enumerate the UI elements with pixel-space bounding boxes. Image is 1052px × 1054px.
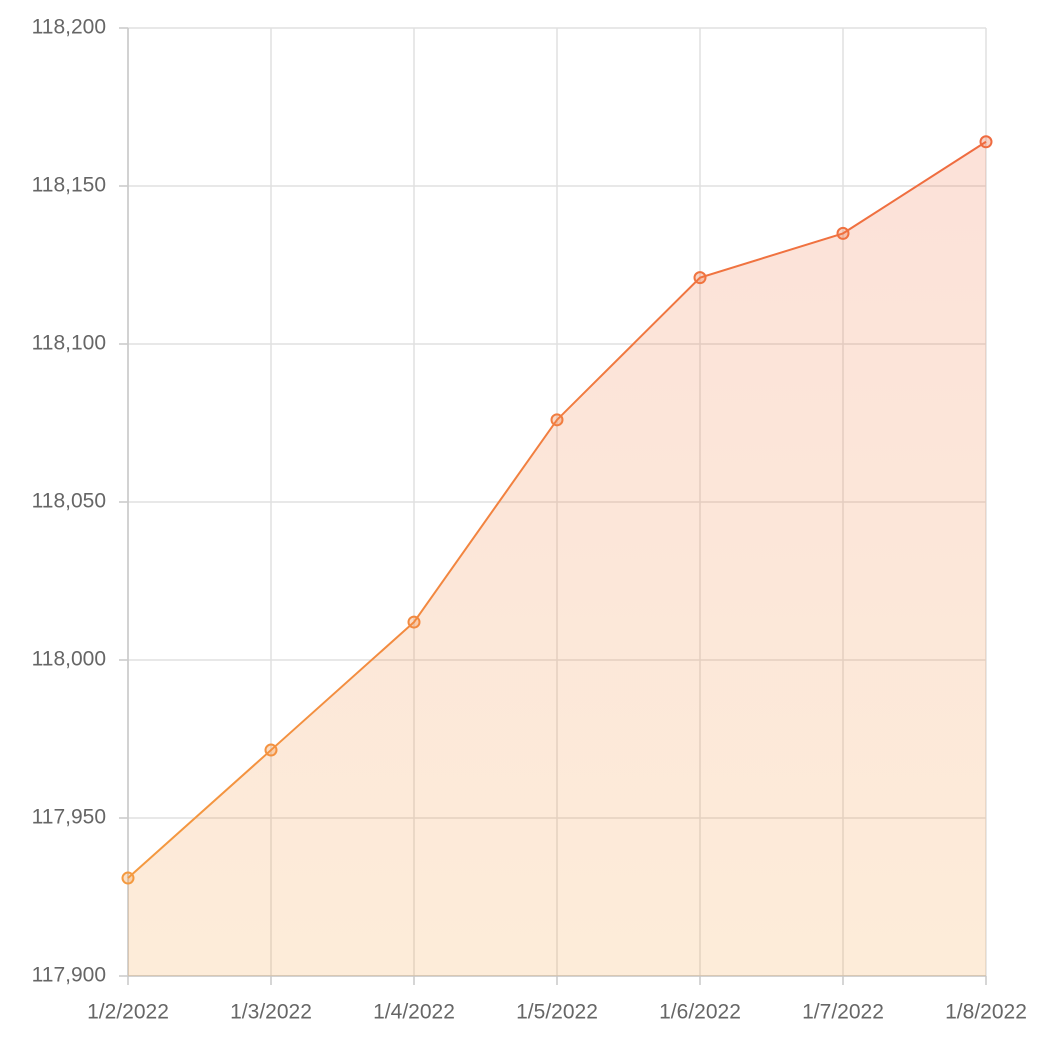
y-tick-label: 118,050 xyxy=(32,490,106,513)
y-tick-label: 118,150 xyxy=(32,174,106,197)
y-tick-label: 118,100 xyxy=(32,332,106,355)
x-tick-label: 1/4/2022 xyxy=(373,1001,455,1024)
x-tick-label: 1/7/2022 xyxy=(802,1001,884,1024)
x-tick-label: 1/5/2022 xyxy=(516,1001,598,1024)
y-tick-label: 118,000 xyxy=(32,648,106,671)
x-tick-label: 1/8/2022 xyxy=(945,1001,1027,1024)
area xyxy=(128,141,986,976)
point xyxy=(550,413,564,427)
point xyxy=(264,743,278,757)
point xyxy=(836,226,850,240)
x-tick-label: 1/6/2022 xyxy=(659,1001,741,1024)
point xyxy=(979,135,993,149)
x-tick-label: 1/2/2022 xyxy=(87,1001,169,1024)
x-tick-label: 1/3/2022 xyxy=(230,1001,312,1024)
point xyxy=(693,271,707,285)
y-tick-label: 118,200 xyxy=(32,16,106,39)
point xyxy=(407,615,421,629)
y-tick-label: 117,950 xyxy=(32,806,106,829)
y-tick-label: 117,900 xyxy=(32,964,106,987)
point xyxy=(121,871,135,885)
